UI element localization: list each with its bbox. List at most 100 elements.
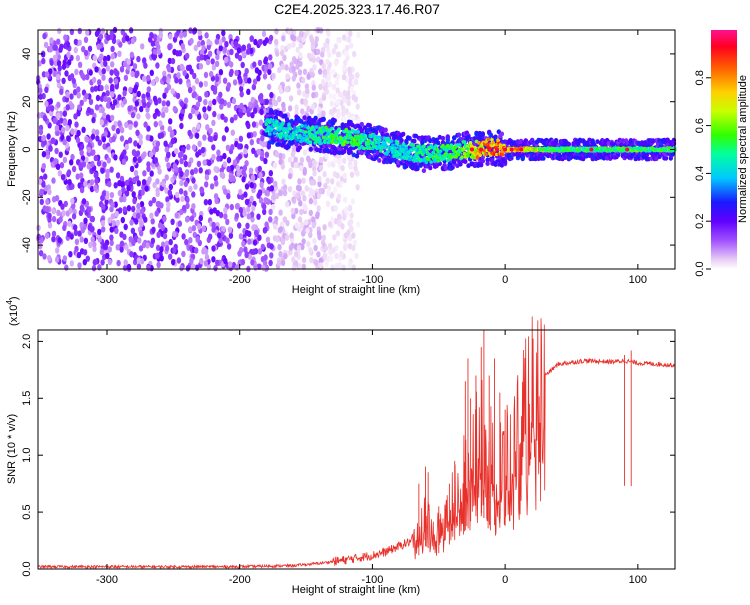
heatmap-cell bbox=[93, 259, 97, 265]
heatmap-cell bbox=[274, 100, 278, 106]
heatmap-cell bbox=[263, 197, 267, 203]
heatmap-cell bbox=[76, 55, 80, 61]
heatmap-cell bbox=[294, 104, 298, 110]
heatmap-cell bbox=[258, 190, 262, 196]
heatmap-cell bbox=[227, 102, 231, 108]
heatmap-cell bbox=[322, 63, 326, 69]
heatmap-cell bbox=[305, 185, 309, 191]
heatmap-cell bbox=[145, 112, 149, 118]
heatmap-cell bbox=[197, 114, 201, 120]
heatmap-cell bbox=[179, 188, 183, 194]
heatmap-cell bbox=[217, 232, 221, 238]
heatmap-cell bbox=[336, 230, 340, 236]
heatmap-cell bbox=[78, 40, 82, 46]
heatmap-cell bbox=[131, 112, 135, 118]
heatmap-cell bbox=[149, 213, 153, 219]
heatmap-cell bbox=[364, 134, 368, 138]
heatmap-cell bbox=[258, 39, 262, 45]
heatmap-cell bbox=[303, 205, 307, 211]
heatmap-cell bbox=[305, 88, 309, 94]
heatmap-cell bbox=[242, 51, 246, 57]
heatmap-cell bbox=[91, 236, 95, 242]
heatmap-cell bbox=[82, 198, 86, 204]
heatmap-cell bbox=[313, 116, 317, 121]
heatmap-cell bbox=[114, 228, 118, 234]
heatmap-cell bbox=[422, 145, 426, 149]
heatmap-cell bbox=[326, 190, 330, 196]
heatmap-cell bbox=[378, 138, 382, 142]
heatmap-cell bbox=[404, 147, 408, 151]
heatmap-cell bbox=[129, 251, 133, 257]
heatmap-cell bbox=[197, 141, 201, 147]
heatmap-cell bbox=[203, 159, 207, 165]
heatmap-cell bbox=[316, 251, 320, 257]
heatmap-cell bbox=[158, 222, 162, 228]
heatmap-cell bbox=[233, 159, 237, 165]
heatmap-cell bbox=[241, 241, 245, 247]
heatmap-cell bbox=[422, 168, 426, 173]
heatmap-cell bbox=[46, 133, 50, 139]
heatmap-cell bbox=[56, 210, 60, 216]
heatmap-cell bbox=[288, 105, 292, 111]
heatmap-cell bbox=[97, 264, 101, 270]
heatmap-cell bbox=[43, 115, 47, 121]
heatmap-cell bbox=[50, 105, 54, 111]
heatmap-cell bbox=[288, 173, 292, 179]
heatmap-cell bbox=[297, 245, 301, 251]
heatmap-cell bbox=[346, 141, 350, 145]
heatmap-cell bbox=[188, 186, 192, 192]
heatmap-cell bbox=[224, 57, 228, 63]
heatmap-cell bbox=[399, 138, 403, 143]
heatmap-cell bbox=[342, 158, 346, 164]
heatmap-cell bbox=[106, 114, 110, 120]
heatmap-cell bbox=[106, 102, 110, 108]
heatmap-cell bbox=[191, 177, 195, 183]
heatmap-cell bbox=[134, 84, 138, 90]
heatmap-cell bbox=[159, 246, 163, 252]
heatmap-cell bbox=[253, 79, 257, 85]
heatmap-cell bbox=[521, 156, 525, 161]
heatmap-cell bbox=[202, 106, 206, 112]
heatmap-cell bbox=[303, 98, 307, 104]
heatmap-cell bbox=[324, 261, 328, 267]
heatmap-cell bbox=[216, 155, 220, 161]
heatmap-cell bbox=[123, 98, 127, 104]
heatmap-cell bbox=[122, 90, 126, 96]
heatmap-cell bbox=[167, 44, 171, 50]
heatmap-cell bbox=[76, 86, 80, 92]
heatmap-cell bbox=[297, 178, 301, 184]
heatmap-cell bbox=[501, 153, 505, 157]
heatmap-cell bbox=[342, 65, 346, 71]
heatmap-cell bbox=[63, 34, 67, 40]
heatmap-cell bbox=[294, 251, 298, 257]
heatmap-cell bbox=[325, 59, 329, 65]
heatmap-cell bbox=[272, 194, 276, 200]
heatmap-cell bbox=[318, 138, 322, 142]
heatmap-cell bbox=[162, 216, 166, 222]
heatmap-cell bbox=[84, 93, 88, 99]
heatmap-cell bbox=[299, 42, 303, 48]
heatmap-cell bbox=[179, 151, 183, 157]
heatmap-cell bbox=[76, 137, 80, 143]
heatmap-cell bbox=[328, 249, 332, 255]
heatmap-cell bbox=[250, 112, 254, 118]
heatmap-cell bbox=[222, 153, 226, 159]
heatmap-cell bbox=[44, 42, 48, 48]
heatmap-cell bbox=[160, 255, 164, 261]
heatmap-cell bbox=[242, 45, 246, 51]
heatmap-cell bbox=[50, 60, 54, 66]
heatmap-cell bbox=[130, 166, 134, 172]
heatmap-peak bbox=[487, 148, 491, 152]
heatmap-cell bbox=[355, 170, 359, 176]
heatmap-cell bbox=[183, 154, 187, 160]
heatmap-cell bbox=[227, 157, 231, 163]
heatmap-cell bbox=[223, 161, 227, 167]
heatmap-cell bbox=[195, 133, 199, 139]
heatmap-cell bbox=[124, 75, 128, 81]
heatmap-cell bbox=[337, 194, 341, 200]
heatmap-cell bbox=[294, 162, 298, 168]
heatmap-cell bbox=[214, 180, 218, 186]
heatmap-cell bbox=[223, 213, 227, 219]
heatmap-cell bbox=[122, 159, 126, 165]
